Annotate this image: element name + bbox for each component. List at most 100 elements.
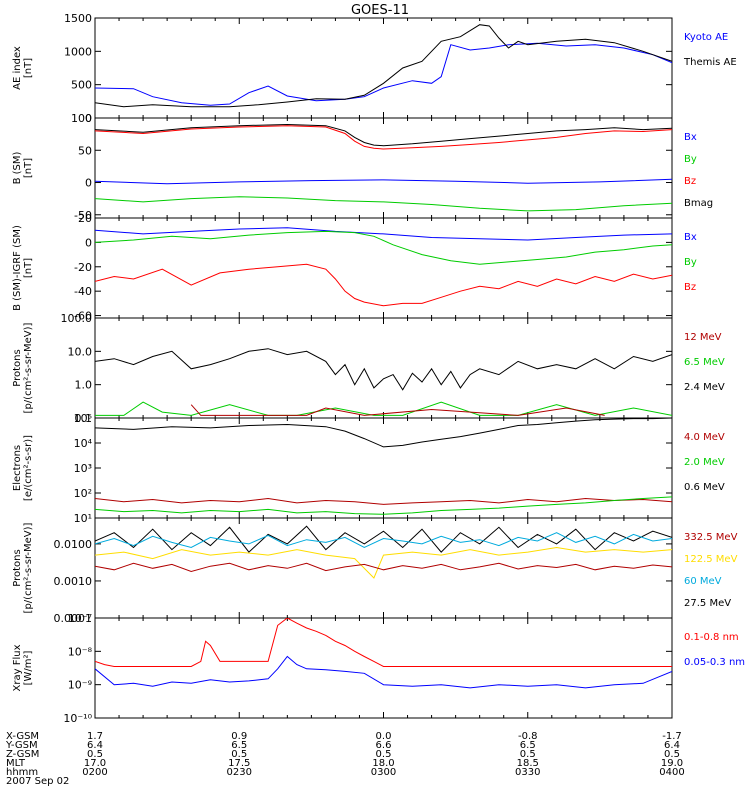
date-label: 2007 Sep 02	[6, 776, 69, 787]
legend-entry: 2.0 MeV	[684, 457, 725, 468]
legend-entry: 122.5 MeV	[684, 554, 738, 565]
x-row-label: Y-GSM	[5, 740, 38, 751]
legend-entry: Bz	[684, 176, 696, 187]
y-tick-label: 500	[71, 79, 92, 92]
panel-5: 10¹ 10² 10³ 10⁴ 10⁵ Electrons [e/(cm²-s-sr)] 4.…	[12, 412, 725, 525]
panel-1: 0 500 1000 1500 AE index [nT] Kyoto AE Themis A…	[12, 12, 737, 125]
series-line-60-mev	[95, 532, 672, 549]
series-line-bz	[95, 125, 672, 150]
series-line-332-5-mev	[95, 562, 672, 573]
panel-6: 0.0001 0.0010 0.0100 Protons [p/(cm²-s-sr-Me…	[12, 517, 738, 625]
panel-7: 10⁻¹⁰ 10⁻⁹ 10⁻⁸ 10⁻⁷ Xray Flux [W/m²] 0.1-0.8 …	[12, 612, 745, 725]
y-axis-label: Electrons	[12, 445, 23, 491]
y-tick-label: 50	[78, 144, 92, 157]
chart-title: GOES-11	[351, 3, 409, 18]
legend-entry: 332.5 MeV	[684, 532, 738, 543]
series-line-6-5-mev	[95, 401, 672, 416]
series-line-0-1-0-8-nm	[95, 618, 672, 667]
series-line-2-4-mev	[95, 348, 672, 391]
x-tick-label: 0.0	[376, 731, 392, 742]
y-tick-label: 1500	[64, 12, 92, 25]
y-tick-label: 10⁻⁹	[68, 679, 92, 692]
y-axis-label: [W/m²]	[23, 650, 34, 685]
y-tick-label: -20	[74, 261, 92, 274]
series-line-kyoto-ae	[95, 42, 672, 106]
y-tick-label: 10¹	[74, 512, 92, 525]
panel-2: -50 0 50 100 B (SM) [nT] Bx By Bz Bmag	[12, 112, 713, 222]
panel-frame	[94, 217, 673, 319]
y-tick-label: 0.0010	[54, 575, 93, 588]
series-line-27-5-mev	[95, 525, 672, 553]
y-axis-label: Protons	[12, 349, 23, 386]
legend-entry: Bz	[684, 282, 696, 293]
y-axis-label: B (SM)-IGRF (SM)	[12, 225, 23, 311]
x-tick-label: 0200	[82, 767, 107, 778]
x-tick-label: 6.6	[376, 740, 392, 751]
series-line-themis-ae	[95, 24, 672, 108]
series-line-bx	[95, 227, 672, 241]
x-tick-label: 0.5	[376, 749, 392, 760]
series-line-122-5-mev	[95, 546, 672, 579]
y-axis-label: [p/(cm²-s-sr-MeV)]	[23, 322, 34, 413]
x-tick-label: 17.5	[228, 758, 250, 769]
y-tick-label: 10⁴	[74, 437, 93, 450]
x-tick-label: 6.4	[87, 740, 103, 751]
y-tick-label: 10⁻⁸	[68, 645, 93, 658]
x-tick-label: -1.7	[662, 731, 682, 742]
x-tick-label: 0.5	[520, 749, 536, 760]
x-tick-label: 6.5	[231, 740, 247, 751]
panel-3: -60 -40 -20 0 20 B (SM)-IGRF (SM) [nT] Bx By Bz	[12, 212, 697, 323]
panel-4: 0.1 1.0 10.0 100.0 Protons [p/(cm²-s-sr-MeV)]…	[12, 312, 725, 425]
series-line-0-05-0-3-nm	[95, 655, 672, 689]
series-line-bz	[95, 263, 672, 307]
y-tick-label: -40	[74, 285, 92, 298]
y-tick-label: -50	[74, 209, 92, 222]
y-tick-label: 100.0	[61, 312, 93, 325]
x-tick-label: -0.8	[518, 731, 538, 742]
y-axis-label: [nT]	[23, 158, 34, 178]
legend-entry: Bx	[684, 132, 697, 143]
x-tick-label: 18.0	[372, 758, 394, 769]
legend-entry: 6.5 MeV	[684, 357, 725, 368]
panel-frame	[94, 617, 673, 719]
y-axis-label: Protons	[12, 549, 23, 586]
y-tick-label: -60	[74, 310, 92, 323]
x-tick-label: 0.5	[664, 749, 680, 760]
x-tick-label: 19.0	[661, 758, 683, 769]
series-line-bx	[95, 178, 672, 185]
y-axis-label: [e/(cm²-s-sr)]	[23, 435, 34, 501]
series-line-by	[95, 196, 672, 212]
series-line-2-0-mev	[95, 496, 672, 515]
y-tick-label: 10⁵	[74, 412, 92, 425]
x-tick-label: 0330	[515, 767, 540, 778]
legend-entry: Themis AE	[683, 57, 737, 68]
y-tick-label: 0.1	[75, 412, 93, 425]
x-tick-label: 17.0	[84, 758, 106, 769]
legend-entry: 12 MeV	[684, 332, 722, 343]
x-row-label: hhmm	[6, 767, 38, 778]
x-row-label: X-GSM	[6, 731, 39, 742]
y-tick-label: 0	[85, 112, 92, 125]
x-tick-label: 18.5	[517, 758, 539, 769]
legend-entry: 0.05-0.3 nm	[684, 657, 745, 668]
x-row-label: MLT	[6, 758, 26, 769]
x-tick-label: 1.7	[87, 731, 103, 742]
legend-entry: Kyoto AE	[684, 32, 728, 43]
y-tick-label: 10⁻¹⁰	[63, 712, 92, 725]
panel-frame	[94, 317, 673, 419]
legend-entry: 0.6 MeV	[684, 482, 725, 493]
y-tick-label: 1.0	[75, 379, 93, 392]
y-axis-label: AE index	[12, 46, 23, 90]
y-tick-label: 0.0001	[54, 612, 93, 625]
x-tick-label: 0400	[659, 767, 684, 778]
y-axis-label: [p/(cm²-s-sr-MeV)]	[23, 522, 34, 613]
legend-entry: By	[684, 257, 697, 268]
x-tick-label: 0.9	[231, 731, 247, 742]
y-tick-label: 0	[85, 177, 92, 190]
x-tick-label: 6.5	[520, 740, 536, 751]
y-axis-label: B (SM)	[12, 151, 23, 184]
legend-entry: Bmag	[684, 198, 713, 209]
y-axis-label: [nT]	[23, 58, 34, 78]
